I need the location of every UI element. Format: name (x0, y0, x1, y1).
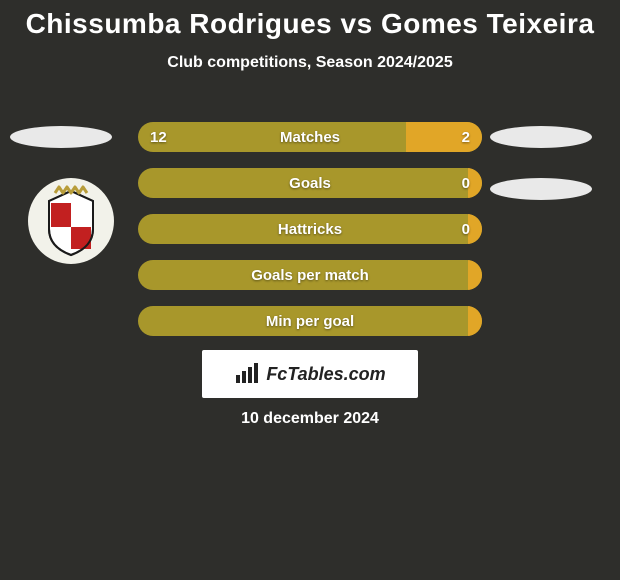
page-title: Chissumba Rodrigues vs Gomes Teixeira (0, 0, 620, 40)
stat-label: Goals per match (138, 260, 482, 290)
stat-row: Matches12 2 (138, 122, 482, 152)
source-logo: FcTables.com (202, 350, 418, 398)
page-subtitle: Club competitions, Season 2024/2025 (0, 54, 620, 72)
stat-row: Min per goal (138, 306, 482, 336)
stat-label: Matches (138, 122, 482, 152)
stat-row: Hattricks0 (138, 214, 482, 244)
comparison-card: Chissumba Rodrigues vs Gomes Teixeira Cl… (0, 0, 620, 580)
placeholder-ellipse-left-top (10, 126, 112, 148)
stat-row: Goals0 (138, 168, 482, 198)
stat-bars: Matches122Goals0Hattricks0Goals per matc… (138, 122, 482, 352)
placeholder-ellipse-right-mid (490, 178, 592, 200)
shield-icon (43, 185, 99, 257)
stat-right-value: 2 (462, 122, 470, 152)
bars-icon (234, 361, 260, 387)
stat-right-value: 0 (462, 214, 470, 244)
stat-label: Goals (138, 168, 482, 198)
stat-right-value: 0 (462, 168, 470, 198)
placeholder-ellipse-right-top (490, 126, 592, 148)
source-logo-text: FcTables.com (266, 364, 385, 385)
stat-row: Goals per match (138, 260, 482, 290)
stat-label: Hattricks (138, 214, 482, 244)
team-crest-left (28, 178, 114, 264)
date-text: 10 december 2024 (0, 410, 620, 428)
stat-left-value: 12 (150, 122, 167, 152)
stat-label: Min per goal (138, 306, 482, 336)
